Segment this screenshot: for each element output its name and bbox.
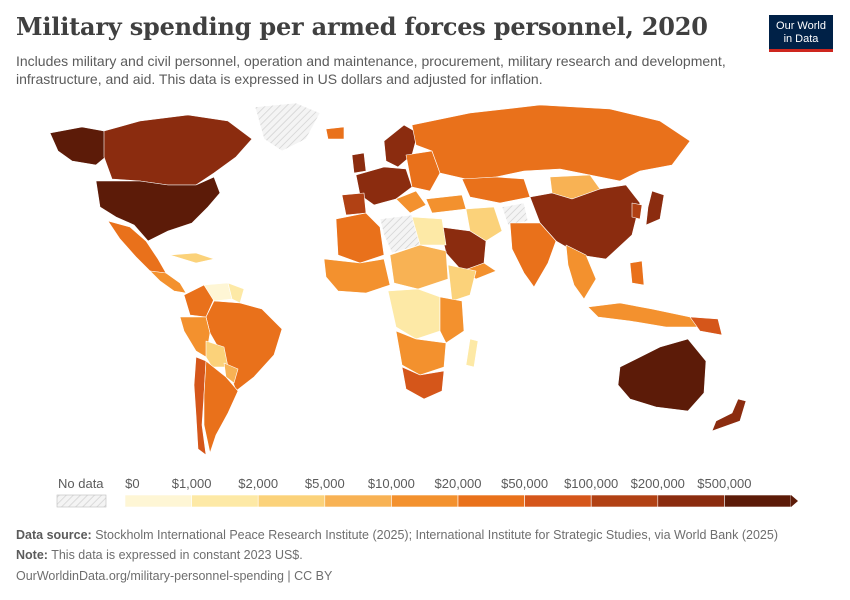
footer-note-label: Note: <box>16 548 48 562</box>
legend-tick-label: $5,000 <box>304 476 345 491</box>
legend-bin-2[interactable] <box>257 494 326 508</box>
region-paraguay[interactable] <box>223 362 239 384</box>
region-argentina[interactable] <box>203 360 239 454</box>
region-west-africa[interactable] <box>323 258 391 294</box>
region-canada[interactable] <box>103 114 253 186</box>
legend-bin-9[interactable] <box>724 494 792 508</box>
region-turkey[interactable] <box>425 194 467 214</box>
region-libya-algeria <box>379 214 421 254</box>
region-madagascar[interactable] <box>465 338 479 368</box>
legend-bin-7[interactable] <box>590 494 659 508</box>
region-papua-new-guinea[interactable] <box>689 316 723 336</box>
legend-tick-label: $20,000 <box>434 476 482 491</box>
region-uk[interactable] <box>351 152 367 174</box>
legend-tick-label: $10,000 <box>367 476 415 491</box>
region-caribbean[interactable] <box>169 252 215 264</box>
region-russia[interactable] <box>411 104 691 182</box>
footer-source-label: Data source: <box>16 528 92 542</box>
region-ethiopia-horn[interactable] <box>447 264 477 302</box>
legend-bin-1[interactable] <box>191 494 259 508</box>
region-colombia[interactable] <box>183 284 215 318</box>
region-iceland[interactable] <box>325 126 345 140</box>
footer-source-text: Stockholm International Peace Research I… <box>95 528 778 542</box>
region-eastern-europe[interactable] <box>405 150 441 192</box>
legend-bin-8[interactable] <box>657 494 725 508</box>
legend-no-data-swatch <box>56 494 107 508</box>
region-greenland <box>254 102 321 152</box>
region-sudan-chad[interactable] <box>389 244 449 290</box>
legend-bin-3[interactable] <box>324 494 392 508</box>
region-southeast-asia[interactable] <box>565 244 597 300</box>
region-angola-zambia[interactable] <box>395 330 447 376</box>
legend-bin-5[interactable] <box>457 494 525 508</box>
logo-line-2: in Data <box>783 33 819 45</box>
region-united-states[interactable] <box>95 176 221 242</box>
footer-note-text: This data is expressed in constant 2023 … <box>51 548 303 562</box>
footer-note: Note: This data is expressed in constant… <box>16 548 303 562</box>
legend-bin-6[interactable] <box>524 494 592 508</box>
legend-no-data-label: No data <box>58 476 104 491</box>
region-southern-africa[interactable] <box>401 366 445 400</box>
legend-bin-4[interactable] <box>391 494 459 508</box>
region-bolivia[interactable] <box>205 340 229 368</box>
region-east-africa[interactable] <box>439 296 465 344</box>
legend-tick-label: $2,000 <box>238 476 279 491</box>
region-philippines[interactable] <box>629 260 645 286</box>
chart-title: Military spending per armed forces perso… <box>16 12 708 41</box>
legend-tick-label: $500,000 <box>697 476 752 491</box>
color-legend: No data $0 $1,000 $2,000 $5,000 $10,000 $20,0… <box>0 476 850 516</box>
region-balkans[interactable] <box>395 190 427 214</box>
region-indonesia[interactable] <box>587 302 701 328</box>
legend-arrow-cap <box>791 495 798 507</box>
region-australia[interactable] <box>617 338 707 412</box>
legend-bin-0[interactable] <box>124 494 192 508</box>
region-iberia[interactable] <box>341 192 367 216</box>
region-alaska[interactable] <box>49 126 109 166</box>
region-japan[interactable] <box>645 190 665 226</box>
footer-source: Data source: Stockholm International Pea… <box>16 528 778 542</box>
region-north-africa-west[interactable] <box>335 212 385 264</box>
legend-tick-label: $0 <box>125 476 140 491</box>
region-new-zealand[interactable] <box>711 398 747 432</box>
region-guyana-area[interactable] <box>227 282 245 304</box>
legend-tick-label: $1,000 <box>171 476 212 491</box>
region-kazakhstan[interactable] <box>461 176 531 204</box>
footer-url[interactable]: OurWorldinData.org/military-personnel-sp… <box>16 569 333 583</box>
legend-tick-label: $50,000 <box>501 476 549 491</box>
owid-logo[interactable]: Our World in Data <box>769 15 833 52</box>
logo-line-1: Our World <box>776 20 826 32</box>
legend-tick-label: $100,000 <box>564 476 619 491</box>
region-iran[interactable] <box>465 206 503 242</box>
region-central-america[interactable] <box>149 270 187 294</box>
chart-subtitle: Includes military and civil personnel, o… <box>16 53 726 87</box>
region-korea[interactable] <box>631 202 643 220</box>
region-egypt[interactable] <box>411 216 447 246</box>
legend-tick-label: $200,000 <box>630 476 685 491</box>
region-india[interactable] <box>509 222 557 288</box>
region-afghanistan <box>501 202 529 226</box>
world-map <box>0 95 850 470</box>
region-peru[interactable] <box>179 316 211 358</box>
